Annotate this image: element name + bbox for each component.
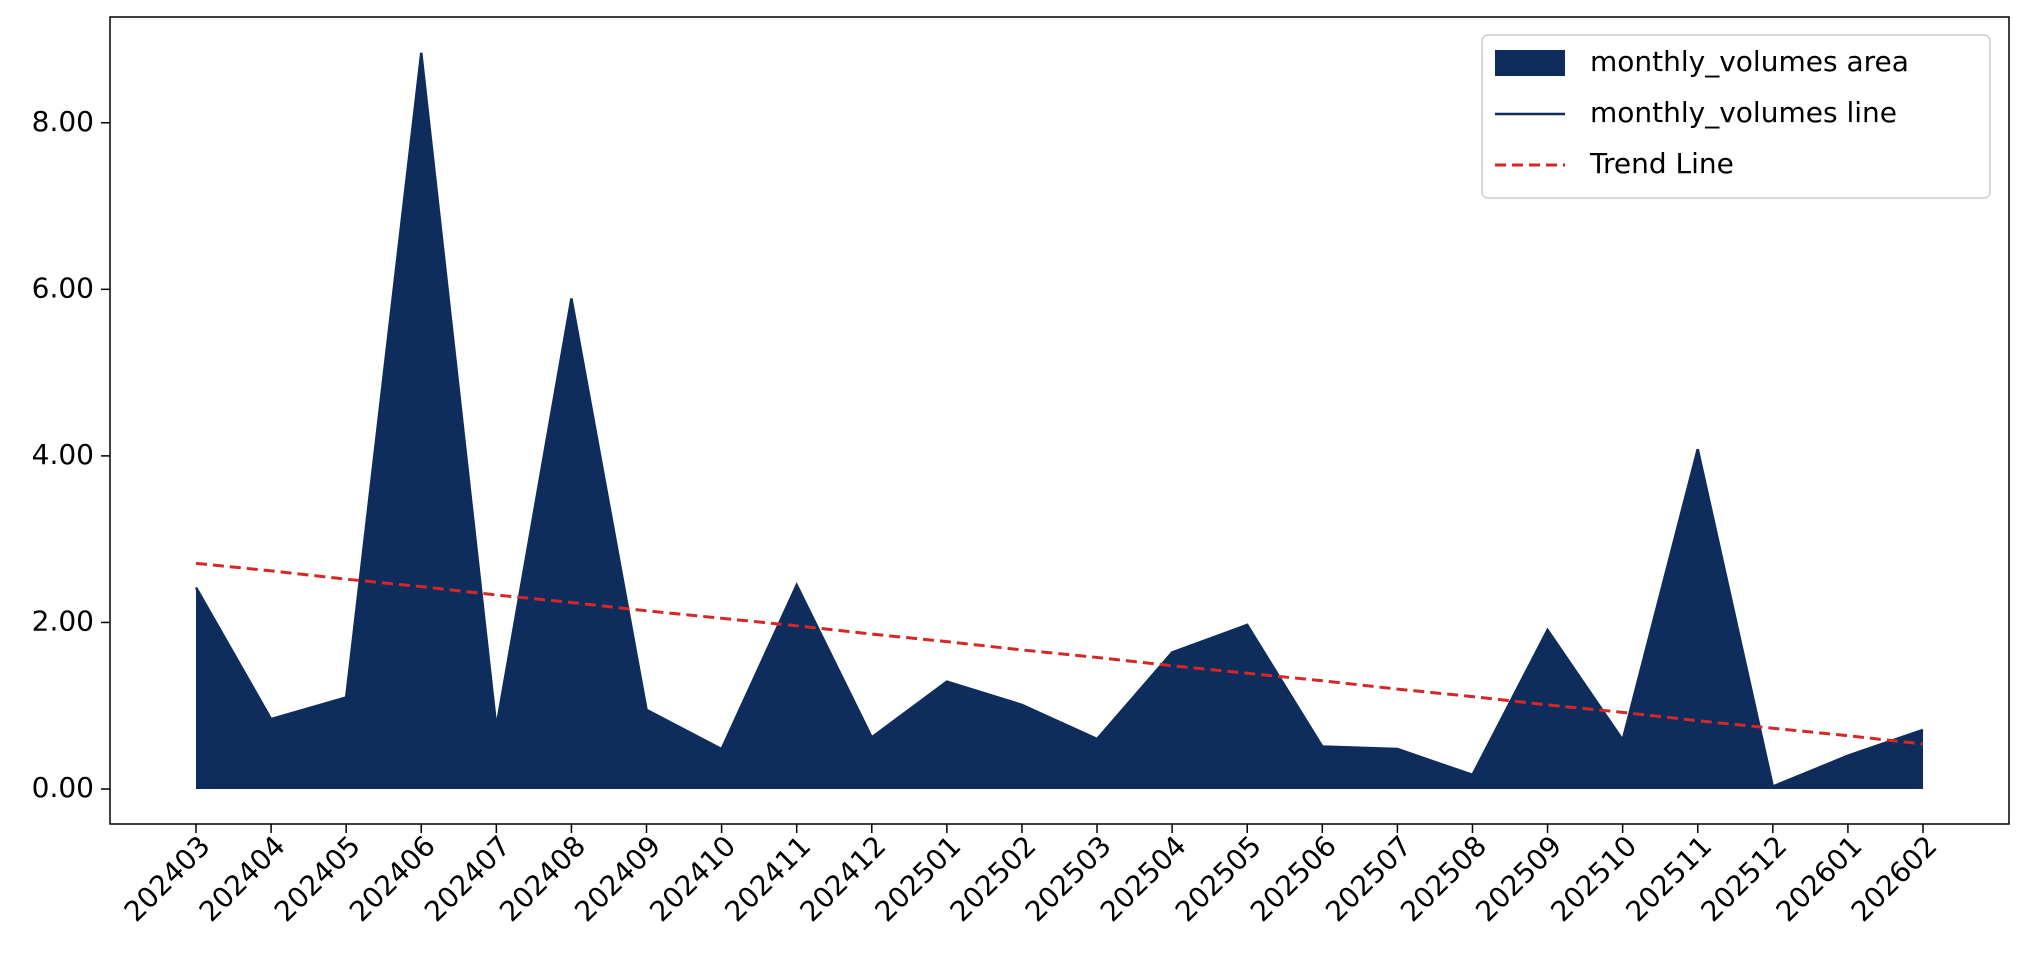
plot-frame [109, 16, 2010, 825]
legend-label: Trend Line [1589, 147, 1734, 180]
trend-line [195, 561, 1924, 746]
y-tick-label: 8.00 [32, 105, 94, 138]
legend-label: monthly_volumes line [1590, 96, 1897, 129]
y-tick-label: 6.00 [32, 271, 94, 304]
y-tick-label: 0.00 [32, 771, 94, 804]
area [196, 52, 1923, 790]
y-tick-label: 4.00 [32, 438, 94, 471]
legend-box [1481, 34, 1991, 199]
line [194, 52, 1924, 789]
legend-swatch [1495, 50, 1565, 76]
legend: monthly_volumes area monthly_volumes line… [1481, 34, 1991, 199]
y-tick-label: 2.00 [32, 604, 94, 637]
legend-label: monthly_volumes area [1590, 45, 1909, 78]
